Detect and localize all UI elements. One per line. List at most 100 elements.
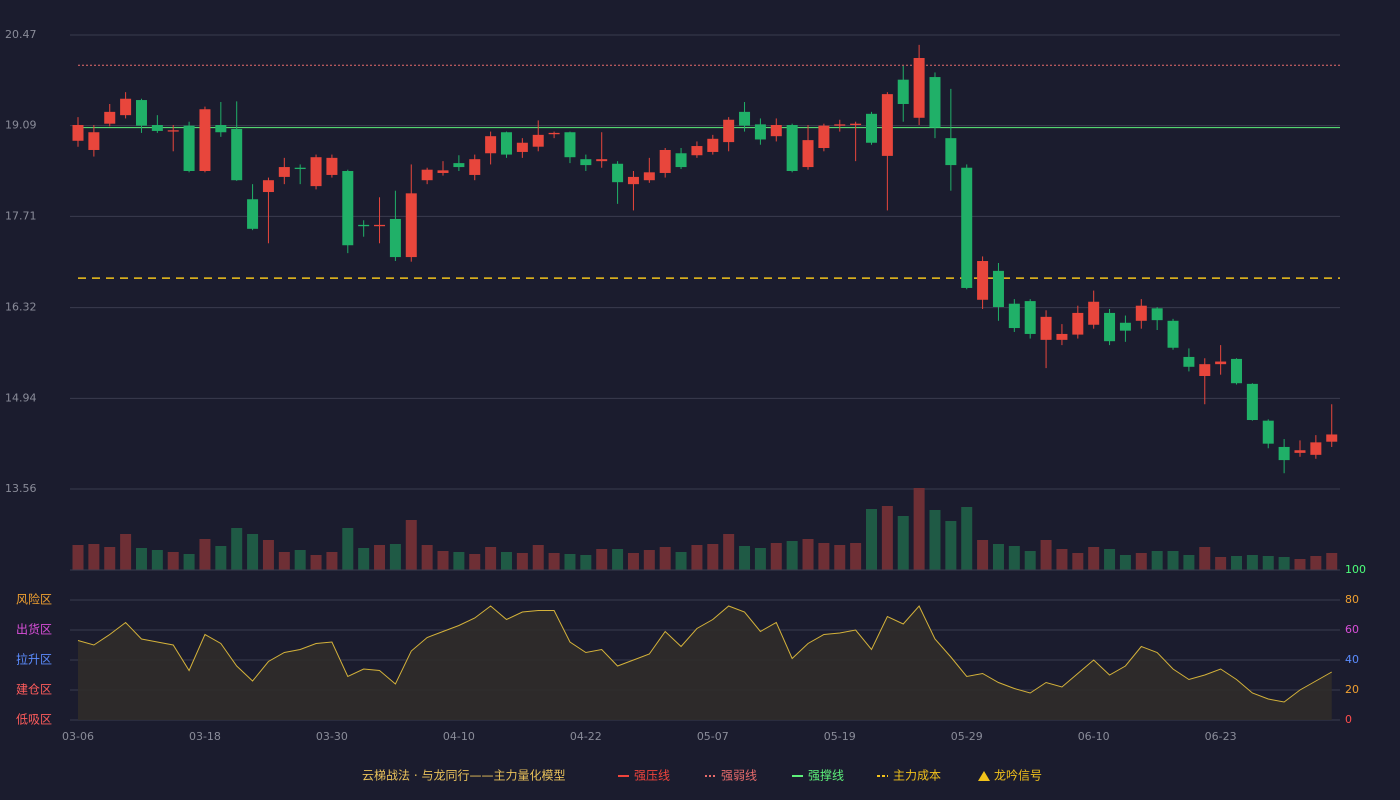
volume-bar bbox=[1167, 551, 1179, 570]
candle-body bbox=[691, 146, 703, 156]
candle-body bbox=[310, 157, 322, 187]
legend-label: 龙吟信号 bbox=[994, 768, 1042, 783]
volume-bar bbox=[1024, 551, 1036, 570]
volume-bar bbox=[358, 548, 370, 570]
volume-bar bbox=[342, 528, 354, 570]
candle-body bbox=[1183, 356, 1195, 367]
volume-bar bbox=[627, 553, 639, 570]
volume-bar bbox=[389, 544, 401, 570]
volume-bar bbox=[1135, 553, 1147, 570]
candle-body bbox=[72, 125, 84, 141]
volume-bar bbox=[231, 528, 243, 570]
candle-body bbox=[977, 261, 989, 300]
volume-bar bbox=[278, 552, 290, 570]
candle-body bbox=[1104, 312, 1116, 342]
legend-label: 主力成本 bbox=[893, 769, 941, 783]
candle-body bbox=[897, 79, 909, 104]
candle-body bbox=[278, 167, 290, 177]
volume-bar bbox=[977, 540, 989, 570]
volume-bar bbox=[437, 551, 449, 570]
candle-body bbox=[786, 125, 798, 172]
candle-body bbox=[1215, 361, 1227, 365]
candle-body bbox=[389, 218, 401, 258]
candle-body bbox=[1278, 446, 1290, 461]
candle-body bbox=[564, 132, 576, 158]
volume-bar bbox=[453, 552, 465, 570]
candle-body bbox=[231, 128, 243, 181]
volume-bar bbox=[612, 549, 624, 570]
zone-label: 出货区 bbox=[16, 622, 52, 637]
candle-body bbox=[1326, 434, 1338, 442]
volume-bar bbox=[183, 554, 195, 570]
volume-bar bbox=[374, 545, 386, 570]
volume-bar bbox=[818, 543, 830, 570]
candle-body bbox=[1151, 308, 1163, 321]
volume-bar bbox=[707, 544, 719, 570]
volume-bar bbox=[992, 544, 1004, 570]
candle-body bbox=[88, 132, 100, 150]
volume-bar bbox=[929, 510, 941, 570]
volume-bar bbox=[421, 545, 433, 570]
volume-bar bbox=[1056, 549, 1068, 570]
candle-body bbox=[135, 100, 147, 126]
zone-label: 建仓区 bbox=[16, 683, 52, 697]
candle-body bbox=[326, 157, 338, 175]
volume-bar bbox=[120, 534, 132, 570]
x-tick-label: 06-10 bbox=[1078, 730, 1110, 743]
legend-label: 强弱线 bbox=[721, 769, 757, 783]
volume-bar bbox=[754, 548, 766, 570]
candle-body bbox=[500, 132, 512, 155]
volume-bar bbox=[1231, 556, 1243, 570]
candle-body bbox=[1072, 312, 1084, 335]
volume-bar bbox=[215, 546, 227, 570]
volume-bar bbox=[1199, 547, 1211, 570]
volume-bar bbox=[580, 555, 592, 570]
candle-body bbox=[643, 172, 655, 181]
volume-bar bbox=[1246, 555, 1258, 570]
volume-bar bbox=[1119, 555, 1131, 570]
candle-body bbox=[1024, 301, 1036, 334]
candle-body bbox=[612, 163, 624, 183]
candle-body bbox=[992, 270, 1004, 308]
volume-bar bbox=[881, 506, 893, 570]
volume-bar bbox=[834, 545, 846, 570]
volume-bar bbox=[485, 547, 497, 570]
volume-bar bbox=[691, 545, 703, 570]
candle-body bbox=[532, 134, 544, 147]
candle-body bbox=[1199, 364, 1211, 376]
volume-bar bbox=[596, 549, 608, 570]
x-tick-label: 06-23 bbox=[1205, 730, 1237, 743]
candle-body bbox=[485, 136, 497, 154]
candle-body bbox=[405, 193, 417, 258]
candle-body bbox=[358, 224, 370, 227]
volume-bar bbox=[723, 534, 735, 570]
candle-body bbox=[469, 159, 481, 175]
candle-body bbox=[1310, 442, 1322, 455]
candle-body bbox=[961, 167, 973, 288]
volume-bar bbox=[659, 547, 671, 570]
candle-body bbox=[802, 140, 814, 168]
candle-body bbox=[1135, 305, 1147, 321]
volume-bar bbox=[564, 554, 576, 570]
zone-label: 风险区 bbox=[16, 592, 52, 607]
candle-body bbox=[627, 176, 639, 185]
candle-body bbox=[945, 138, 957, 166]
candle-body bbox=[850, 123, 862, 126]
volume-bar bbox=[739, 546, 751, 570]
candle-body bbox=[215, 125, 227, 133]
volume-bar bbox=[802, 539, 814, 570]
volume-bar bbox=[945, 521, 957, 570]
candle-body bbox=[120, 98, 132, 116]
candle-body bbox=[929, 77, 941, 128]
volume-bar bbox=[1104, 549, 1116, 570]
candle-body bbox=[913, 57, 925, 118]
candle-body bbox=[596, 159, 608, 162]
candle-body bbox=[262, 180, 274, 193]
volume-bar bbox=[532, 545, 544, 570]
candle-body bbox=[1088, 301, 1100, 325]
volume-bar bbox=[866, 509, 877, 570]
volume-bar bbox=[167, 552, 179, 570]
legend-title: 云梯战法 · 与龙同行——主力量化模型 bbox=[362, 769, 565, 783]
y-tick-label: 40 bbox=[1345, 653, 1359, 666]
